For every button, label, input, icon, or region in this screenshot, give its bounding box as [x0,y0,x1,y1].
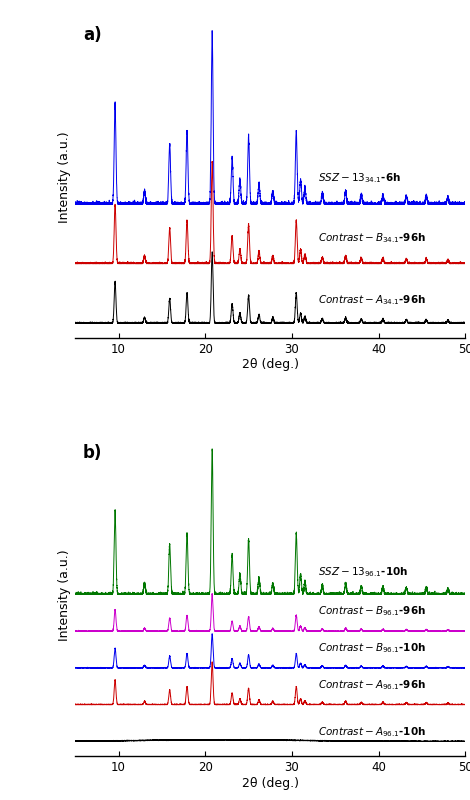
Text: $Contrast-B_{96.1}$-10h: $Contrast-B_{96.1}$-10h [318,641,426,655]
Text: $SSZ-13_{96.1}$-10h: $SSZ-13_{96.1}$-10h [318,565,408,578]
Text: a): a) [83,26,102,44]
Y-axis label: Intensity (a.u.): Intensity (a.u.) [58,550,71,641]
X-axis label: 2θ (deg.): 2θ (deg.) [242,358,299,371]
X-axis label: 2θ (deg.): 2θ (deg.) [242,777,299,790]
Text: $Contrast-B_{34.1}$-96h: $Contrast-B_{34.1}$-96h [318,231,426,245]
Text: $Contrast-A_{34.1}$-96h: $Contrast-A_{34.1}$-96h [318,294,426,307]
Text: $Contrast-A_{96.1}$-96h: $Contrast-A_{96.1}$-96h [318,678,426,691]
Text: $Contrast-A_{96.1}$-10h: $Contrast-A_{96.1}$-10h [318,725,426,738]
Y-axis label: Intensity (a.u.): Intensity (a.u.) [58,131,71,222]
Text: $Contrast-B_{96.1}$-96h: $Contrast-B_{96.1}$-96h [318,604,426,618]
Text: b): b) [83,444,102,462]
Text: $SSZ-13_{34.1}$-6h: $SSZ-13_{34.1}$-6h [318,171,401,186]
